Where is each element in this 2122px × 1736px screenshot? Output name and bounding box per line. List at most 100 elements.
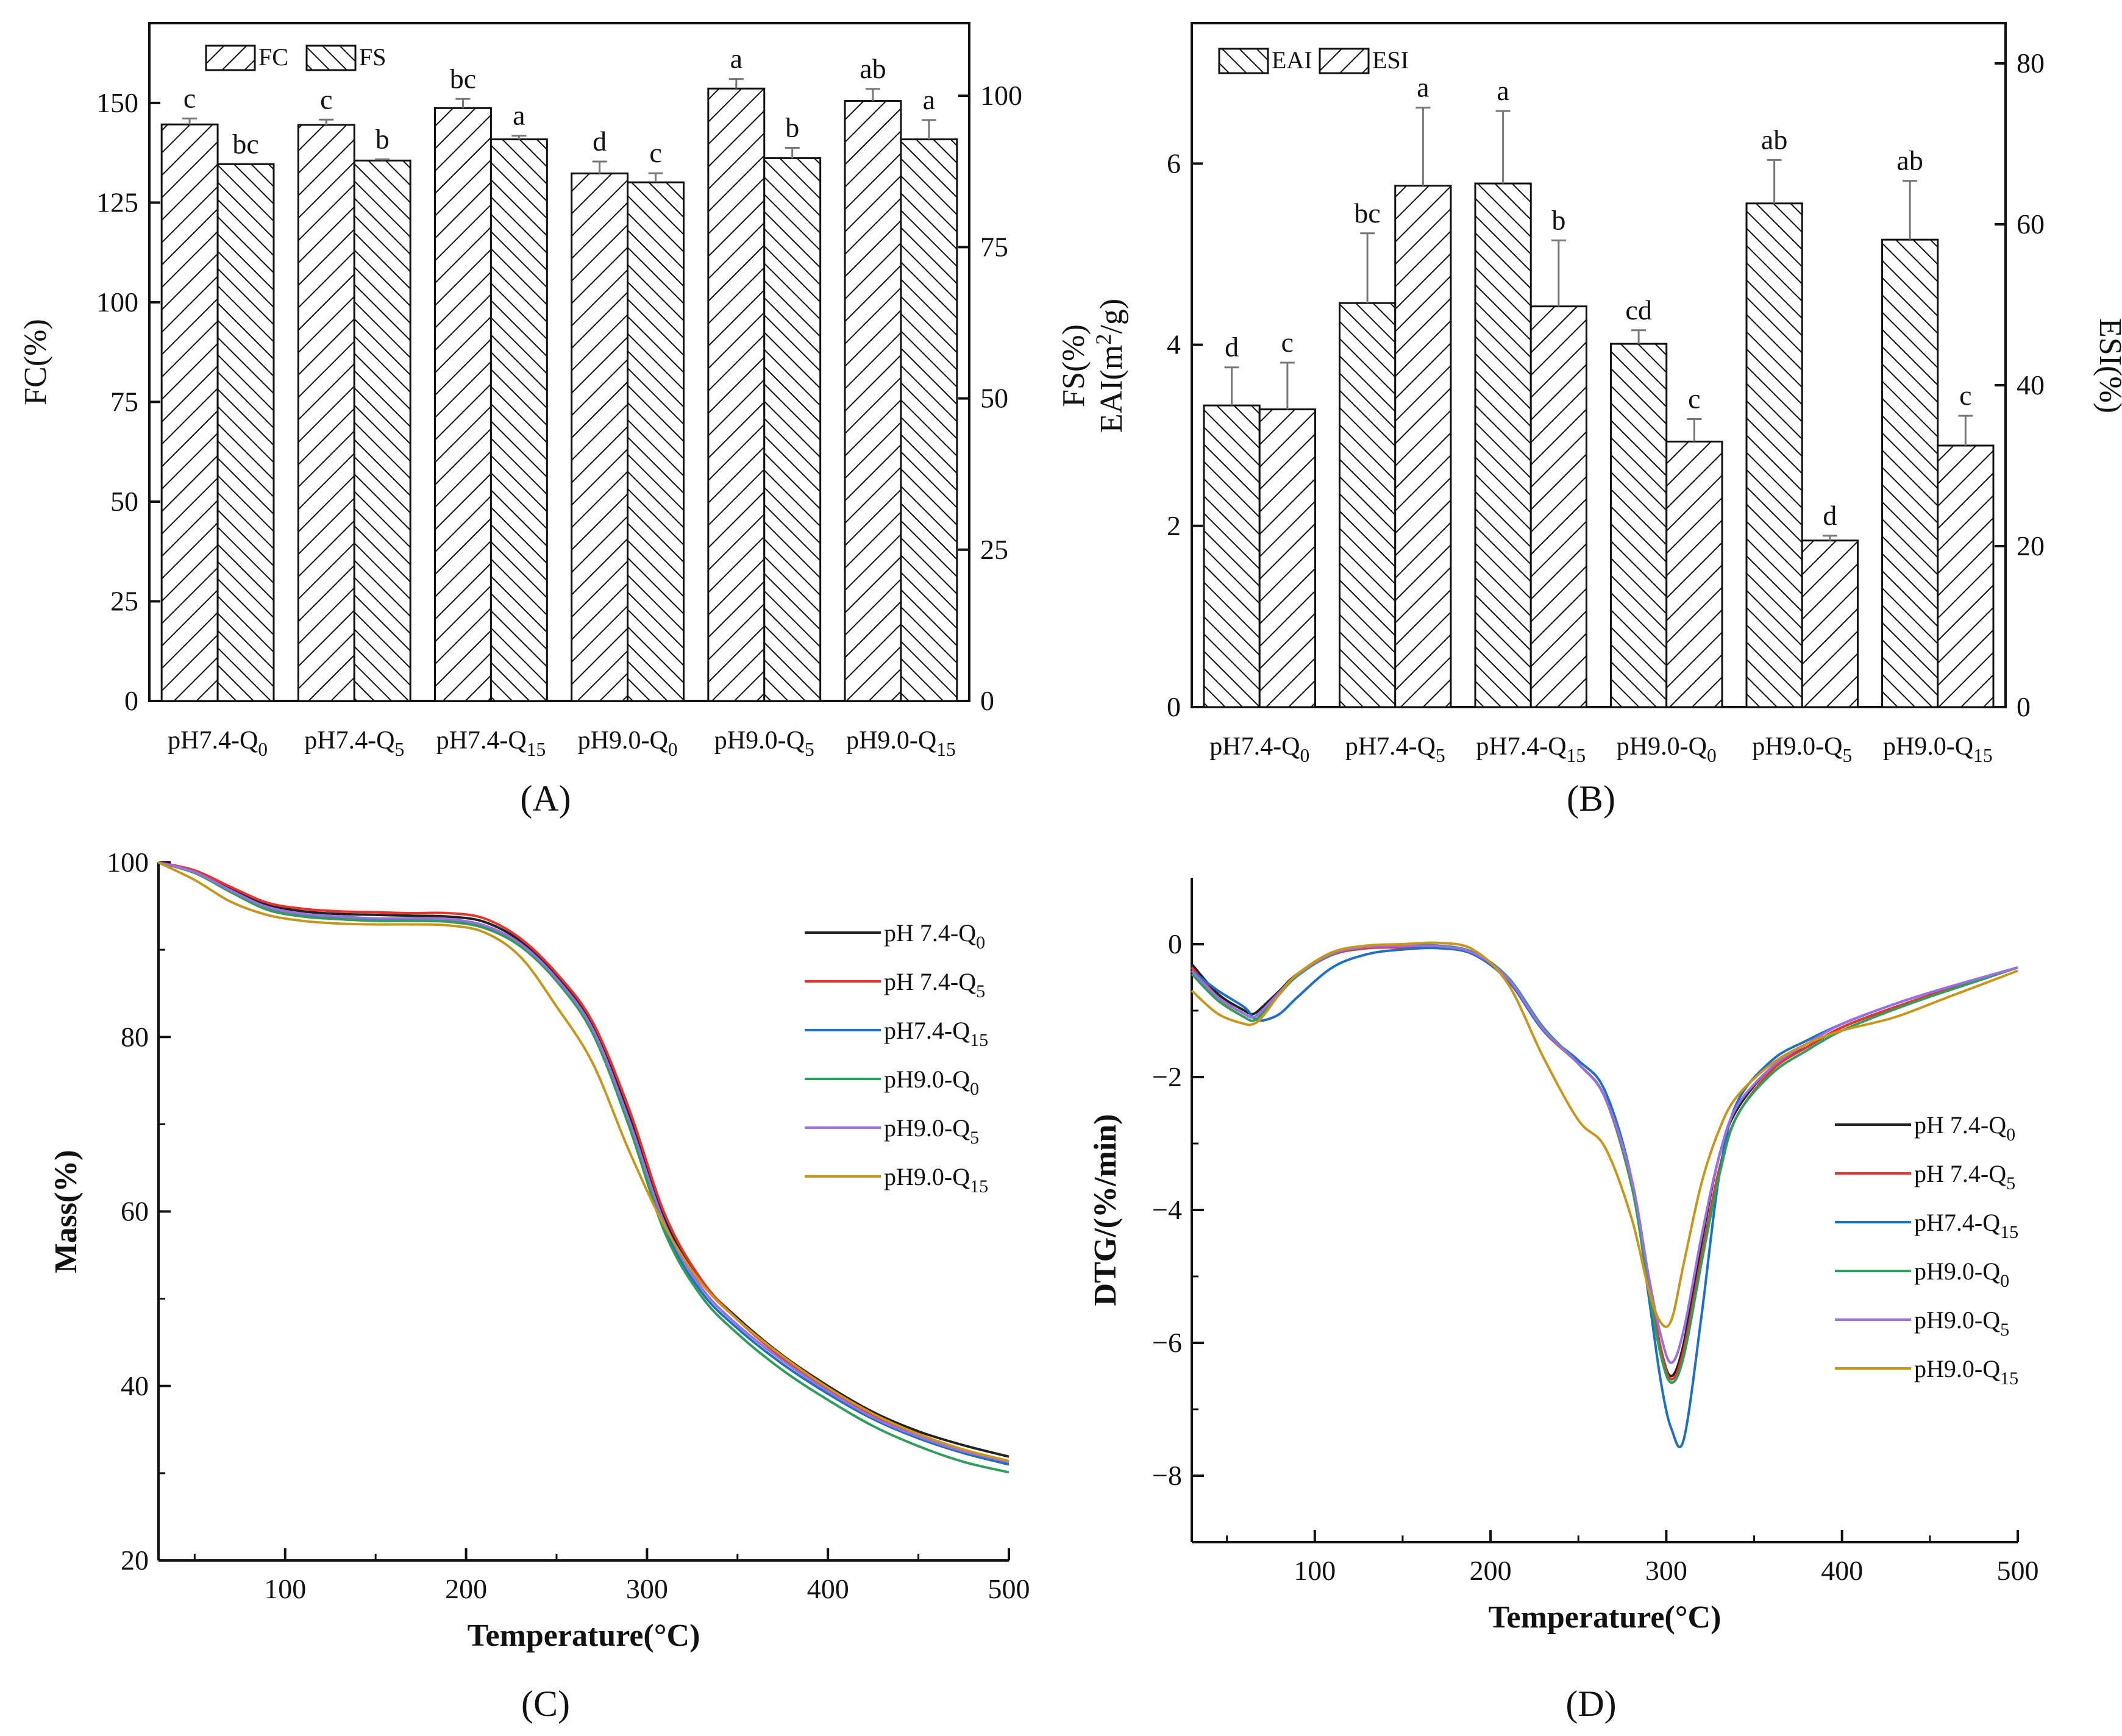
legend-swatch-eai — [1219, 49, 1268, 73]
y-tick-label-right: 20 — [2017, 530, 2045, 561]
x-category-label: pH7.4-Q5 — [1345, 733, 1445, 766]
series-line-3 — [1192, 945, 2018, 1382]
significance-letter: b — [376, 123, 390, 154]
legend-label-eai: EAI — [1272, 46, 1312, 74]
significance-letter: ab — [860, 53, 886, 84]
y-tick-label: −2 — [1152, 1061, 1182, 1092]
series-line-5 — [158, 863, 1009, 1461]
bar-esi — [1531, 307, 1586, 707]
y-tick-label: −6 — [1152, 1327, 1182, 1358]
x-tick-label: 200 — [445, 1573, 487, 1604]
significance-letter: b — [1551, 204, 1565, 235]
significance-letter: ab — [1896, 145, 1923, 176]
y-tick-label-left: 0 — [124, 685, 138, 716]
series-line-2 — [1192, 948, 2018, 1447]
x-tick-label: 400 — [1821, 1555, 1863, 1586]
x-axis-label: Temperature(°C) — [468, 1618, 700, 1653]
y-tick-label-right: 0 — [2017, 691, 2031, 722]
significance-letter: c — [1959, 380, 1971, 411]
bar-esi — [1259, 410, 1315, 707]
y-tick-label-right: 100 — [980, 80, 1022, 111]
panel-label-d: (D) — [1565, 1684, 1616, 1724]
y-tick-label-right: 25 — [980, 534, 1008, 565]
figure: 02550751001251500255075100pH7.4-Q0 pH7.4-… — [0, 0, 2122, 1736]
series-line-5 — [1192, 942, 2018, 1326]
legend-label-5: pH9.0-Q15 — [1914, 1355, 2018, 1389]
y-tick-label-left: 100 — [96, 286, 138, 318]
significance-letter: b — [785, 112, 799, 143]
significance-letter: a — [1497, 75, 1509, 106]
bar-fc — [435, 108, 491, 701]
bar-fc — [845, 101, 901, 701]
y-tick-label-right: 0 — [980, 685, 994, 716]
y-tick-label-left: 75 — [110, 386, 138, 417]
bar-fc — [708, 88, 764, 701]
bar-fs — [628, 182, 684, 701]
bar-fc — [162, 124, 218, 701]
significance-letter: c — [1688, 383, 1700, 414]
x-category-label: pH7.4-Q0 — [1209, 733, 1309, 766]
x-category-label: pH7.4-Q15 — [1476, 733, 1586, 766]
x-tick-label: 400 — [807, 1573, 849, 1604]
bar-esi — [1667, 441, 1722, 707]
x-tick-label: 500 — [988, 1573, 1030, 1604]
significance-letter: bc — [232, 128, 258, 159]
bar-fs — [354, 160, 410, 701]
bar-fs — [218, 164, 274, 701]
y-tick-label: 60 — [121, 1196, 149, 1227]
bar-eai — [1204, 405, 1259, 707]
bar-fs — [491, 140, 547, 701]
significance-letter: d — [593, 126, 607, 157]
chart-fc-fs: 0 25 50 75 100 125 150 0 25 50 75 100 pH7.4-Q0 pH7.4-… — [18, 23, 1022, 760]
significance-letter: cd — [1625, 294, 1651, 326]
y-tick-label-right: 80 — [2017, 48, 2045, 79]
panel-label-a: (A) — [520, 778, 571, 819]
significance-letter: c — [320, 84, 332, 115]
legend-label-0: pH 7.4-Q0 — [1914, 1111, 2015, 1145]
y-axis-label-left: FC(%) — [18, 319, 53, 405]
x-category-label: pH9.0-Q15 — [1883, 733, 1993, 766]
bar-eai — [1882, 240, 1938, 707]
significance-letter: c — [1281, 327, 1294, 358]
bar-eai — [1475, 183, 1531, 707]
x-category-label: pH9.0-Q5 — [714, 727, 814, 760]
y-tick-label: 20 — [121, 1545, 149, 1576]
x-category-label: pH7.4-Q15 — [436, 727, 546, 760]
series-line-3 — [158, 863, 1009, 1472]
legend-label-5: pH9.0-Q15 — [884, 1163, 988, 1197]
chart-mass-tga: 100 200 300 400 500 20 40 60 80 100 Temperature(°C… — [49, 847, 1030, 1653]
bar-fs — [764, 158, 821, 701]
y-tick-label: 0 — [1168, 928, 1182, 959]
x-tick-label: 100 — [264, 1573, 306, 1604]
y-tick-label: −8 — [1152, 1460, 1182, 1491]
x-tick-label: 300 — [1645, 1555, 1687, 1586]
y-axis-label: Mass(%) — [49, 1150, 84, 1273]
significance-letter: c — [183, 82, 196, 113]
y-tick-label-right: 40 — [2017, 369, 2045, 400]
legend-label-2: pH7.4-Q15 — [884, 1017, 988, 1050]
y-tick-label-right: 75 — [980, 231, 1008, 262]
legend-label-esi: ESI — [1372, 46, 1409, 74]
x-tick-label: 200 — [1470, 1555, 1512, 1586]
bar-esi — [1802, 541, 1857, 707]
x-tick-label: 300 — [626, 1573, 668, 1604]
series-line-0 — [1192, 947, 2018, 1376]
x-category-label: pH9.0-Q0 — [578, 727, 678, 760]
legend-label-1: pH 7.4-Q5 — [1914, 1160, 2015, 1194]
significance-letter: d — [1823, 500, 1837, 531]
y-tick-label-left: 50 — [110, 486, 138, 517]
significance-letter: a — [513, 100, 525, 131]
legend-label-fc: FC — [258, 43, 288, 71]
significance-letter: bc — [1354, 197, 1380, 229]
y-tick-label: 100 — [107, 847, 149, 878]
y-tick-label: −4 — [1152, 1194, 1182, 1225]
bar-fc — [298, 125, 354, 701]
series-line-4 — [158, 863, 1009, 1462]
legend-label-2: pH7.4-Q15 — [1914, 1209, 2018, 1242]
chart-dtg: 100 200 300 400 500 −8 −6 −4 −2 0 Temperature(°C) D… — [1088, 878, 2039, 1635]
bar-eai — [1746, 204, 1802, 707]
series-line-1 — [1192, 947, 2018, 1379]
series-line-0 — [158, 863, 1009, 1457]
x-tick-label: 500 — [1997, 1555, 2039, 1586]
bar-fc — [572, 174, 628, 701]
